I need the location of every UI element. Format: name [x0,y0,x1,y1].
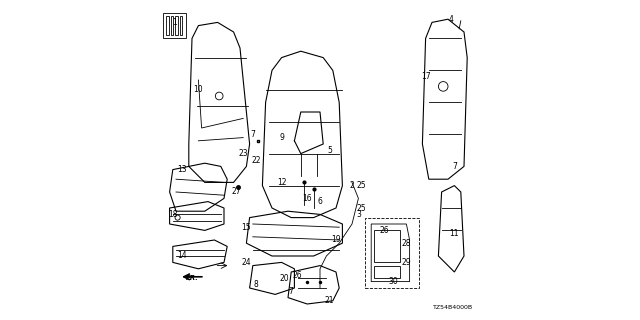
Text: 18: 18 [168,210,177,219]
Text: 12: 12 [277,178,286,187]
Text: 25: 25 [356,204,367,212]
Text: 23: 23 [238,149,248,158]
Bar [374,266,400,278]
Bar [180,16,182,35]
Text: 25: 25 [356,181,367,190]
Text: 5: 5 [327,146,332,155]
Text: 30: 30 [388,277,399,286]
Text: FR.: FR. [186,275,198,281]
Text: 21: 21 [325,296,334,305]
Bar [365,218,419,288]
Text: 6: 6 [317,197,323,206]
Text: 17: 17 [420,72,431,81]
Bar [163,13,186,38]
Bar [175,16,178,35]
Text: 29: 29 [401,258,412,267]
Text: 24: 24 [241,258,252,267]
Text: 7: 7 [250,130,255,139]
Bar [166,16,169,35]
Text: 9: 9 [279,133,284,142]
Text: 22: 22 [252,156,260,164]
Text: 28: 28 [402,239,411,248]
Text: TZ54B4000B: TZ54B4000B [433,305,474,310]
Text: 1: 1 [172,18,177,27]
Text: 7: 7 [452,162,457,171]
Text: 26: 26 [292,271,303,280]
Text: 7: 7 [289,287,294,296]
Text: 27: 27 [232,188,242,196]
Bar [171,16,173,35]
Text: 20: 20 [280,274,290,283]
Text: 8: 8 [253,280,259,289]
Text: 10: 10 [193,85,204,94]
Text: 11: 11 [450,229,459,238]
Text: 26: 26 [379,226,389,235]
Text: 3: 3 [356,210,361,219]
Text: 15: 15 [241,223,252,232]
Text: 2: 2 [349,181,355,190]
Bar [374,230,400,262]
Text: 16: 16 [302,194,312,203]
Text: 4: 4 [449,15,454,24]
Text: 14: 14 [177,252,188,260]
Text: 13: 13 [177,165,188,174]
Text: 19: 19 [331,236,341,244]
